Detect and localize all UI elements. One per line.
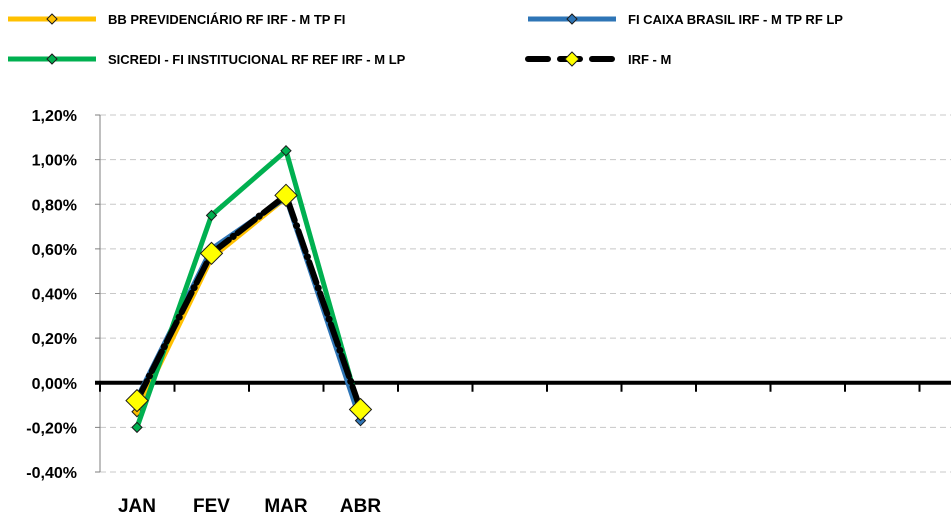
legend-marker <box>566 13 578 25</box>
plot-area <box>125 144 373 434</box>
series-line <box>134 192 364 413</box>
y-tick-label: 0,60% <box>32 242 77 259</box>
data-point <box>280 144 292 157</box>
y-tick-label: 1,00% <box>32 153 77 170</box>
x-tick-label: MAR <box>264 496 308 517</box>
legend-entry: SICREDI - FI INSTITUCIONAL RF REF IRF - … <box>8 52 406 67</box>
y-tick-label: 0,00% <box>32 376 77 393</box>
data-point <box>199 241 224 266</box>
x-tick-label: ABR <box>340 496 381 517</box>
y-tick-label: 0,20% <box>32 331 77 348</box>
legend-label: FI CAIXA BRASIL IRF - M TP RF LP <box>628 12 843 27</box>
data-point <box>131 421 143 434</box>
legend-entry: IRF - M <box>525 51 671 67</box>
y-tick-label: 0,80% <box>32 197 77 214</box>
y-tick-label: 1,20% <box>32 108 77 125</box>
gridlines <box>100 114 951 473</box>
legend-label: BB PREVIDENCIÁRIO RF IRF - M TP FI <box>108 12 345 27</box>
y-tick-label: -0,20% <box>26 420 77 437</box>
x-tick-label: JAN <box>118 496 156 517</box>
legend-entry: FI CAIXA BRASIL IRF - M TP RF LP <box>528 12 843 27</box>
legend-label: IRF - M <box>628 52 671 67</box>
x-axis: JAN FEV MAR ABR <box>95 380 951 517</box>
data-point <box>348 397 373 422</box>
legend-marker <box>46 53 58 65</box>
data-point <box>205 209 218 222</box>
chart-legend: BB PREVIDENCIÁRIO RF IRF - M TP FI FI CAI… <box>8 12 843 67</box>
y-tick-label: 0,40% <box>32 287 77 304</box>
data-point <box>274 183 298 208</box>
legend-marker <box>46 13 58 25</box>
data-point <box>125 388 149 413</box>
y-tick-label: -0,40% <box>26 465 77 482</box>
legend-marker <box>564 51 580 67</box>
y-axis: -0,40% -0,20% 0,00% 0,20% 0,40% 0,60% 0,80% 1,0… <box>26 108 101 482</box>
series-4 <box>125 183 373 422</box>
legend-entry: BB PREVIDENCIÁRIO RF IRF - M TP FI <box>8 12 345 27</box>
legend-label: SICREDI - FI INSTITUCIONAL RF REF IRF - … <box>108 52 406 67</box>
x-tick-label: FEV <box>193 496 230 517</box>
